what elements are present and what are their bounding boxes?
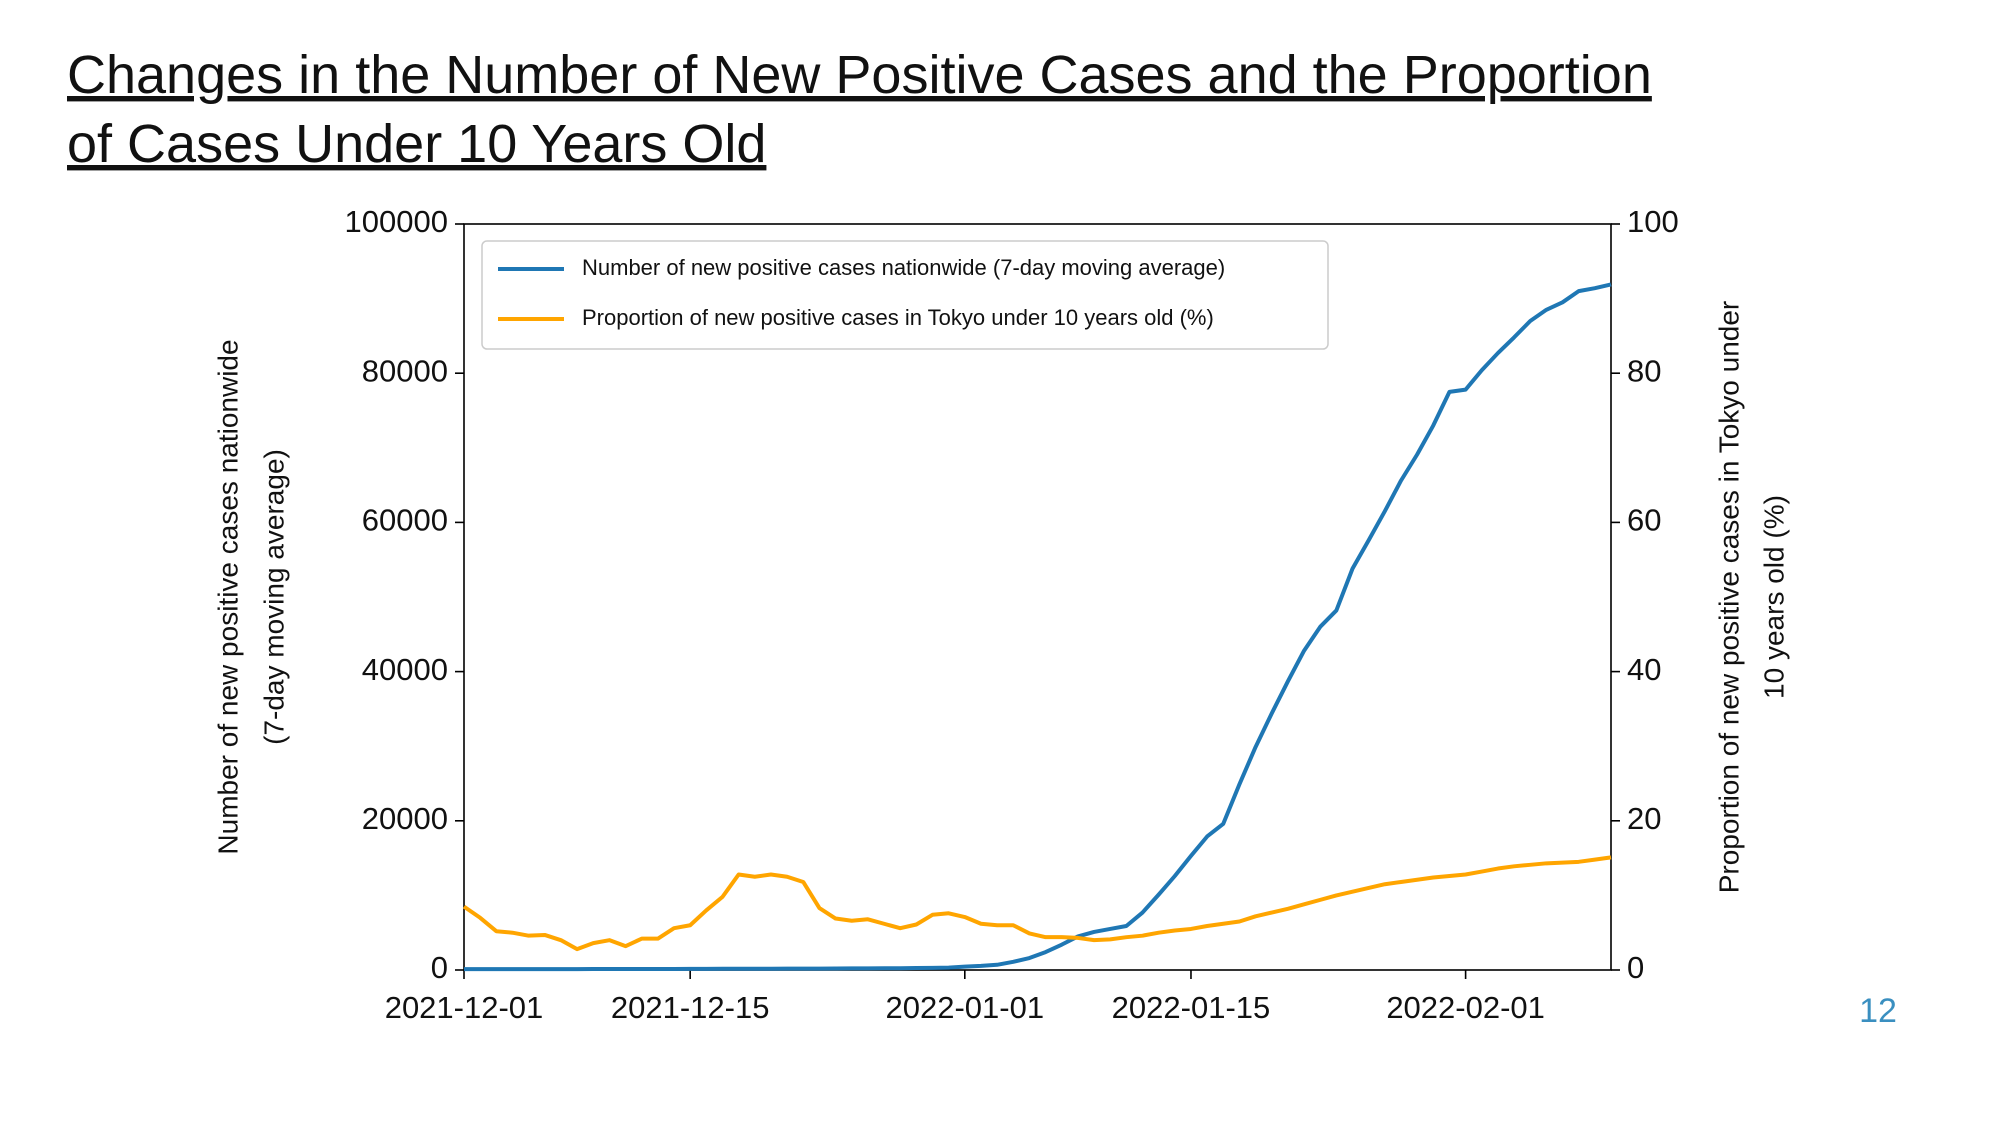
y2-axis-label: Proportion of new positive cases in Toky… <box>1713 301 1744 893</box>
y2-axis-label: 10 years old (%) <box>1758 495 1789 699</box>
title-line: of Cases Under 10 Years Old <box>67 114 766 174</box>
y-tick-label: 0 <box>431 950 448 985</box>
y2-tick-label: 20 <box>1627 801 1661 836</box>
y-tick-label: 20000 <box>362 801 448 836</box>
x-tick-label: 2022-01-01 <box>886 990 1045 1025</box>
y-tick-label: 60000 <box>362 503 448 538</box>
plot-frame <box>463 223 1612 971</box>
y2-tick-label: 40 <box>1627 652 1661 687</box>
y-axis-label: (7-day moving average) <box>258 449 289 745</box>
y-tick-label: 80000 <box>362 353 448 388</box>
y-axis-label: Number of new positive cases nationwide <box>212 339 243 854</box>
x-tick-label: 2021-12-15 <box>611 990 770 1025</box>
y2-tick-label: 100 <box>1627 204 1679 239</box>
y2-tick-label: 60 <box>1627 503 1661 538</box>
series-line <box>464 282 1612 972</box>
y2-tick-label: 80 <box>1627 353 1661 388</box>
y2-tick-label: 0 <box>1627 950 1644 985</box>
x-tick-label: 2021-12-01 <box>385 990 544 1025</box>
title-line: Changes in the Number of New Positive Ca… <box>67 45 1652 105</box>
y-tick-label: 100000 <box>345 204 448 239</box>
y-tick-label: 40000 <box>362 652 448 687</box>
legend-box <box>481 240 1329 350</box>
series-line <box>462 855 1612 952</box>
legend-label: Proportion of new positive cases in Toky… <box>582 305 1214 330</box>
page-number: 12 <box>1859 992 1897 1030</box>
legend-label: Number of new positive cases nationwide … <box>582 255 1225 280</box>
x-tick-label: 2022-01-15 <box>1112 990 1271 1025</box>
x-tick-label: 2022-02-01 <box>1386 990 1545 1025</box>
